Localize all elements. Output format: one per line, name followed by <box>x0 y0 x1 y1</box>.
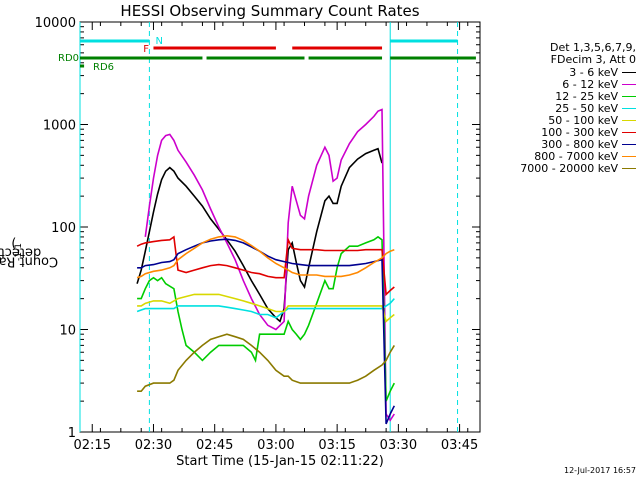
legend-swatch <box>622 155 636 157</box>
legend-swatch <box>622 107 636 109</box>
x-tick-label: 03:15 <box>318 438 355 453</box>
chart-title: HESSI Observing Summary Count Rates <box>120 2 420 20</box>
y-tick-label: 100 <box>51 221 76 236</box>
legend-swatch <box>622 71 636 73</box>
series-line <box>137 293 395 323</box>
legend-header-line: FDecim 3, Att 0 <box>550 53 636 66</box>
legend-item: 50 - 100 keV <box>484 113 636 127</box>
legend-item: 100 - 300 keV <box>484 125 636 139</box>
legend-swatch <box>622 95 636 97</box>
series-line <box>136 235 395 297</box>
series-line <box>136 147 383 323</box>
legend-header-line: Det 1,3,5,6,7,9, <box>549 41 636 54</box>
legend-item-label: 6 - 12 keV <box>562 77 618 91</box>
x-axis-label: Start Time (15-Jan-15 02:11:22) <box>176 454 384 469</box>
x-tick-label: 03:00 <box>257 438 294 453</box>
legend-item-label: 800 - 7000 keV <box>534 149 618 163</box>
x-tick-label: 02:30 <box>135 438 172 453</box>
series-line <box>136 234 395 279</box>
y-tick-label: 10000 <box>35 16 76 31</box>
x-tick-label: 03:30 <box>380 438 417 453</box>
legend-item: 800 - 7000 keV <box>484 149 636 163</box>
legend-swatch <box>622 143 636 145</box>
series-line <box>136 298 395 319</box>
legend-item: 6 - 12 keV <box>484 77 636 91</box>
legend-item: 300 - 800 keV <box>484 137 636 151</box>
legend-item: 7000 - 20000 keV <box>484 161 636 175</box>
series-line <box>137 238 396 425</box>
x-tick-label: 02:15 <box>74 438 111 453</box>
legend-swatch <box>622 119 636 121</box>
legend-item: 3 - 6 keV <box>484 65 636 79</box>
legend-swatch <box>622 83 636 85</box>
series-line <box>137 235 396 402</box>
y-tick-label: 1000 <box>43 119 76 134</box>
legend-item-label: 50 - 100 keV <box>548 113 618 127</box>
x-tick-label: 03:45 <box>441 438 478 453</box>
legend-item-label: 25 - 50 keV <box>555 101 618 115</box>
legend-item-label: 7000 - 20000 keV <box>520 161 618 175</box>
legend-item: 12 - 25 keV <box>484 89 636 103</box>
legend-swatch <box>622 167 636 169</box>
flag-label-n: N <box>155 36 162 47</box>
legend-item-label: 3 - 6 keV <box>569 65 618 79</box>
legend-item-label: 12 - 25 keV <box>555 89 618 103</box>
flag-label-rd6: RD6 <box>93 62 114 73</box>
footer-timestamp: 12-Jul-2017 16:57 <box>563 466 636 475</box>
x-tick-label: 02:45 <box>196 438 233 453</box>
y-tick-label: 10 <box>59 324 76 339</box>
flag-label-rd0: RD0 <box>58 53 79 64</box>
series-line <box>137 333 395 393</box>
legend-item-label: 300 - 800 keV <box>541 137 618 151</box>
legend-item-label: 100 - 300 keV <box>541 125 618 139</box>
legend-item: 25 - 50 keV <box>484 101 636 115</box>
y-tick-label: 1 <box>68 426 76 441</box>
flag-label-f: F <box>143 44 149 55</box>
legend-swatch <box>622 131 636 133</box>
series-line <box>144 108 395 422</box>
legend: Det 1,3,5,6,7,9, FDecim 3, Att 0 3 - 6 k… <box>484 41 636 175</box>
plot-frame <box>79 21 481 433</box>
